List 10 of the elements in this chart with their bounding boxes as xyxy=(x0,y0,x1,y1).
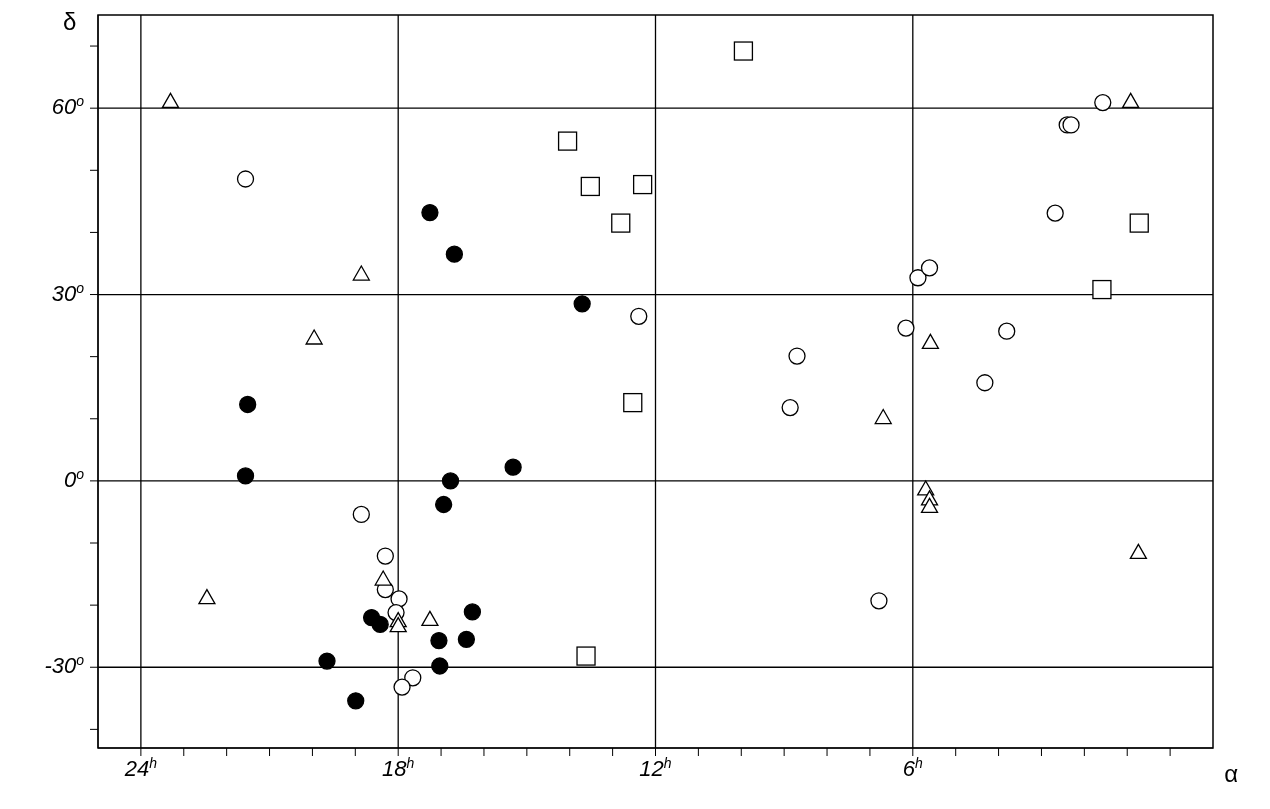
y-tick-label: 0$^{o}$ xyxy=(63,465,85,492)
x-axis-title: α xyxy=(1224,760,1238,788)
x-tick-label: 18$^{h}$ xyxy=(382,755,415,781)
y-tick-label: -30$^{o}$ xyxy=(44,652,85,679)
x-tick-label: 24$^{h}$ xyxy=(123,755,158,781)
y-tick-label: 30$^{o}$ xyxy=(51,279,85,306)
y-tick-label: 60$^{o}$ xyxy=(51,93,85,120)
x-tick-label: 6$^{h}$ xyxy=(902,755,924,781)
x-tick-label: 12$^{h}$ xyxy=(639,755,672,781)
y-axis-title: δ xyxy=(63,8,77,36)
